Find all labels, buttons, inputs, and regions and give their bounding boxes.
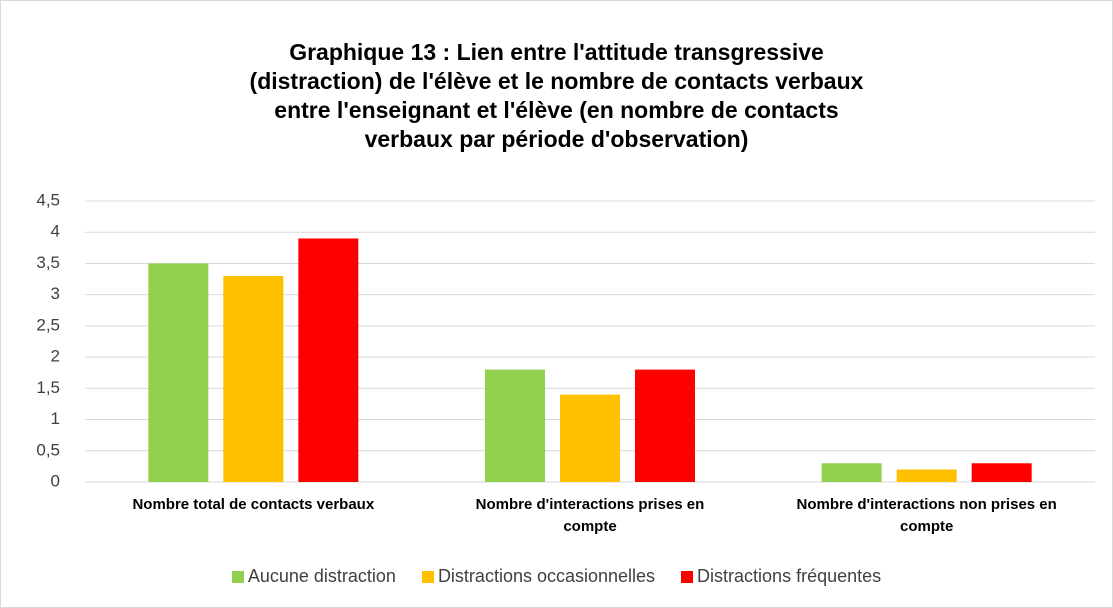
bar	[896, 469, 957, 482]
legend-label: Distractions fréquentes	[697, 566, 882, 586]
x-tick-label: Nombre total de contacts verbaux	[132, 496, 375, 513]
y-tick-label: 0	[51, 471, 60, 490]
bar	[223, 275, 284, 482]
y-tick-label: 3	[51, 284, 60, 303]
bar	[485, 369, 545, 482]
y-tick-label: 1	[51, 409, 60, 428]
y-tick-label: 2,5	[36, 315, 60, 334]
y-tick-label: 0,5	[36, 440, 60, 459]
legend-label: Aucune distraction	[247, 566, 396, 586]
legend: Aucune distraction Distractions occasionn…	[0, 566, 1113, 587]
legend-swatch	[421, 570, 434, 583]
bar	[635, 369, 695, 482]
legend-swatch	[231, 570, 244, 583]
y-tick-label: 2	[51, 347, 60, 366]
legend-item: Distractions occasionnelles	[421, 566, 656, 587]
y-tick-label: 4	[51, 222, 60, 241]
bar	[971, 463, 1032, 482]
chart-title: Graphique 13 : Lien entre l'attitude tra…	[249, 39, 864, 152]
legend-item: Distractions fréquentes	[681, 566, 881, 587]
bar	[148, 263, 209, 482]
x-tick-label: Nombre d'interactions non prises en comp…	[796, 496, 1057, 535]
legend-item: Aucune distraction	[231, 566, 396, 587]
x-tick-label: Nombre d'interactions prises en compte	[475, 496, 705, 535]
bar	[821, 463, 882, 482]
bar	[560, 394, 620, 482]
y-tick-label: 4,5	[36, 190, 60, 209]
legend-label: Distractions occasionnelles	[437, 566, 656, 586]
y-tick-label: 1,5	[36, 378, 60, 397]
bar	[298, 238, 359, 482]
y-tick-label: 3,5	[36, 253, 60, 272]
legend-swatch	[681, 570, 694, 583]
